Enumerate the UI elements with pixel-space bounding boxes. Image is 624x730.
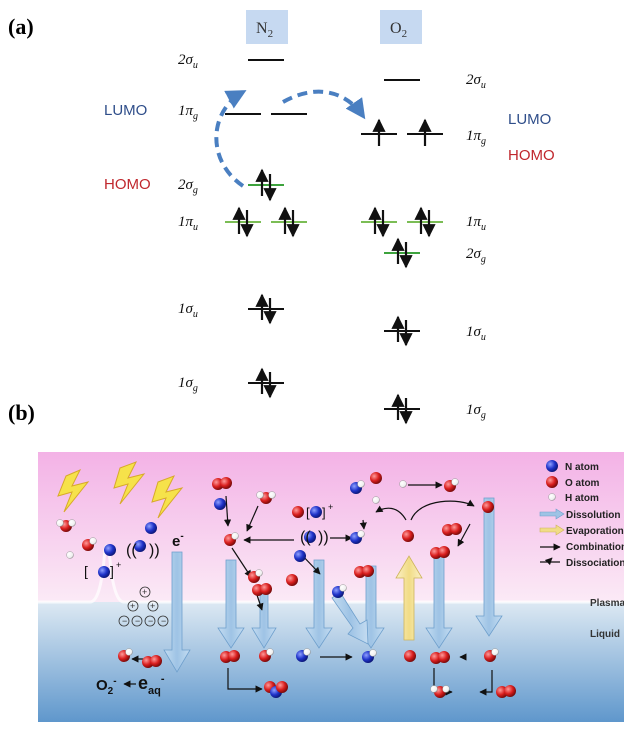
aq-electron-label: eaq- [138, 673, 165, 697]
mol-o2 [430, 651, 450, 664]
mol-o2 [252, 583, 272, 596]
o2-label-1sg: 1σg [466, 402, 486, 421]
o2-label-2sg: 2σg [466, 246, 486, 265]
lightning-icons [57, 461, 184, 519]
o2-label-1pg: 1πg [466, 128, 486, 147]
n-atom [310, 506, 322, 518]
n-atom [145, 522, 157, 534]
legend: N atom O atom H atom Dissolution Evapora… [539, 460, 624, 569]
h-atom [372, 496, 380, 504]
o-atom [546, 476, 558, 488]
svg-text:−: − [135, 616, 140, 626]
svg-text:+: + [328, 502, 333, 512]
svg-text:)): )) [318, 529, 329, 546]
mol-o2 [496, 685, 516, 698]
n-atom [294, 550, 306, 562]
electron-arrows [232, 118, 436, 425]
dissolution-arrows [163, 497, 503, 673]
n2-label-2su: 2σu [178, 52, 198, 71]
legend-dissolution: Dissolution [566, 510, 620, 521]
o2-header: O2 [380, 10, 422, 44]
legend-o-atom: O atom [565, 478, 600, 489]
legend-n-atom: N atom [565, 462, 599, 473]
o-atom [482, 501, 494, 513]
n2-label-1sg: 1σg [178, 375, 198, 394]
charge-symbols: + + + − − − − [118, 586, 169, 627]
svg-text:[: [ [84, 563, 88, 579]
o-atom [402, 530, 414, 542]
svg-text:O2: O2 [390, 20, 407, 40]
legend-evaporation-arrow [539, 524, 565, 536]
n2-label-1su: 1σu [178, 301, 198, 320]
o2-homo-label: HOMO [508, 147, 555, 164]
legend-dissolution-arrow [539, 508, 565, 520]
panel-a: (a) N2 O2 2σu 1πg 2σg 1πu 1σu 1σg LUMO H… [8, 10, 555, 425]
legend-combination: Combination [566, 542, 624, 553]
svg-text:((: (( [126, 542, 137, 559]
panel-b: (b) Plasma Liquid [ ] + (( )) + + + − [8, 400, 624, 722]
evaporation-arrow [395, 555, 423, 641]
o-atom [404, 650, 416, 662]
legend-dissociation-arrow [540, 558, 560, 562]
plasma-label: Plasma [590, 598, 624, 609]
svg-text:+: + [150, 601, 155, 611]
n2-label-1pu: 1πu [178, 214, 198, 233]
mol-o2 [142, 655, 162, 668]
n2-label-2sg: 2σg [178, 177, 198, 196]
o-atom [292, 506, 304, 518]
n2-lumo-label: LUMO [104, 102, 147, 119]
n2-header: N2 [246, 10, 288, 44]
n-atom [546, 460, 558, 472]
svg-text:N2: N2 [256, 20, 273, 40]
svg-text:+: + [130, 601, 135, 611]
o-atom [286, 574, 298, 586]
o2-label-1su: 1σu [466, 324, 486, 343]
svg-text:)): )) [149, 542, 160, 559]
n2-levels [225, 59, 307, 384]
o2-label-2su: 2σu [466, 72, 486, 91]
svg-text:+: + [142, 587, 147, 597]
svg-text:+: + [116, 560, 121, 570]
mol-o2 [442, 523, 462, 536]
svg-text:−: − [161, 616, 166, 626]
svg-text:]: ] [322, 505, 326, 520]
n2-label-1pg: 1πg [178, 103, 198, 122]
n-atom [98, 566, 110, 578]
n-atom [104, 544, 116, 556]
svg-text:[: [ [306, 505, 310, 520]
svg-text:]: ] [110, 563, 114, 579]
legend-h-atom: H atom [565, 493, 599, 504]
o-atom [370, 472, 382, 484]
n2-homo-label: HOMO [104, 176, 151, 193]
panel-b-label: (b) [8, 400, 35, 425]
h-atom [66, 551, 74, 559]
o2-lumo-label: LUMO [508, 111, 551, 128]
mol-o2 [430, 546, 450, 559]
legend-dissociation: Dissociation [566, 558, 624, 569]
h-atom [548, 493, 556, 501]
mol-o2 [212, 477, 232, 490]
svg-text:−: − [148, 616, 153, 626]
svg-text:−: − [122, 616, 127, 626]
h-atom [399, 480, 407, 488]
legend-evaporation: Evaporation [566, 526, 624, 537]
o2-levels [361, 79, 443, 410]
o2-label-1pu: 1πu [466, 214, 486, 233]
svg-text:((: (( [300, 529, 311, 546]
transfer-arrows [214, 89, 366, 188]
mol-o2 [220, 650, 240, 663]
n-atom [214, 498, 226, 510]
liquid-label: Liquid [590, 629, 620, 640]
superoxide-label: O2- [96, 676, 117, 697]
mol-o2 [354, 565, 374, 578]
electron-label: e- [172, 531, 184, 550]
panel-a-label: (a) [8, 14, 34, 39]
